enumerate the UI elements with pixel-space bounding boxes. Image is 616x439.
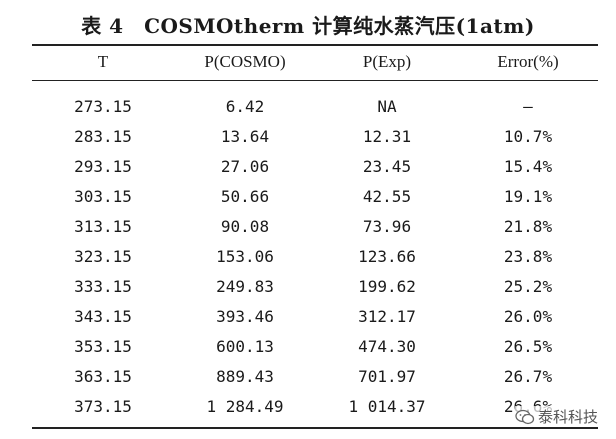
cell-p-cosmo: 153.06 [216,246,274,266]
cell-temperature: 373.15 [74,396,132,416]
cell-error: 26.5% [503,336,553,356]
cell-p-cosmo: 6.42 [225,96,265,116]
cell-p-exp: 12.31 [362,126,412,146]
top-rule [32,44,598,46]
cell-p-cosmo: 600.13 [216,336,274,356]
cell-p-exp: 312.17 [358,306,416,326]
header-rule [32,80,598,81]
cell-error: 19.1% [503,186,553,206]
table-row: 273.15 6.42 NA — [32,92,598,120]
cell-temperature: 353.15 [74,336,132,356]
table-row: 333.15 249.83 199.62 25.2% [32,272,598,300]
cell-error: 10.7% [503,126,553,146]
cell-p-cosmo: 50.66 [220,186,270,206]
header-temperature: T [97,52,109,71]
cell-p-exp: 123.66 [358,246,416,266]
cell-p-exp: 1 014.37 [348,396,426,416]
cell-error: 15.4% [503,156,553,176]
table-row: 323.15 153.06 123.66 23.8% [32,242,598,270]
cell-p-exp: 42.55 [362,186,412,206]
cell-temperature: 343.15 [74,306,132,326]
header-p-cosmo: P(COSMO) [204,52,286,71]
cell-error: 23.8% [503,246,553,266]
wechat-icon [515,409,535,425]
table-row: 293.15 27.06 23.45 15.4% [32,152,598,180]
table-row: 363.15 889.43 701.97 26.7% [32,362,598,390]
cell-p-exp: 73.96 [362,216,412,236]
cell-p-cosmo: 393.46 [216,306,274,326]
bottom-rule [32,427,598,429]
table-row: 303.15 50.66 42.55 19.1% [32,182,598,210]
table-row: 353.15 600.13 474.30 26.5% [32,332,598,360]
table-header: T P(COSMO) P(Exp) Error(%) [32,48,598,76]
cell-p-exp: 23.45 [362,156,412,176]
cell-temperature: 333.15 [74,276,132,296]
cell-p-exp: 701.97 [358,366,416,386]
cell-temperature: 273.15 [74,96,132,116]
cell-error: 25.2% [503,276,553,296]
table-row: 283.15 13.64 12.31 10.7% [32,122,598,150]
cell-error: — [523,96,533,116]
cell-temperature: 323.15 [74,246,132,266]
cell-p-cosmo: 889.43 [216,366,274,386]
cell-temperature: 363.15 [74,366,132,386]
cell-p-exp: 199.62 [358,276,416,296]
cell-p-cosmo: 27.06 [220,156,270,176]
cell-p-cosmo: 249.83 [216,276,274,296]
cell-p-cosmo: 90.08 [220,216,270,236]
table-row: 343.15 393.46 312.17 26.0% [32,302,598,330]
cell-p-exp: NA [377,96,397,116]
cell-temperature: 283.15 [74,126,132,146]
cell-error: 21.8% [503,216,553,236]
watermark: 泰科科技 [514,406,598,427]
cell-temperature: 313.15 [74,216,132,236]
cell-temperature: 303.15 [74,186,132,206]
table-row: 313.15 90.08 73.96 21.8% [32,212,598,240]
cell-p-exp: 474.30 [358,336,416,356]
cell-error: 26.7% [503,366,553,386]
cell-temperature: 293.15 [74,156,132,176]
cell-p-cosmo: 1 284.49 [206,396,284,416]
cell-p-cosmo: 13.64 [220,126,270,146]
header-p-exp: P(Exp) [362,52,412,71]
table-row: 373.15 1 284.49 1 014.37 26.6% [32,392,598,420]
table-title: 表 4 COSMOtherm 计算纯水蒸汽压(1atm) [81,14,535,38]
cell-error: 26.0% [503,306,553,326]
watermark-text: 泰科科技 [537,408,598,426]
header-error: Error(%) [497,52,559,71]
